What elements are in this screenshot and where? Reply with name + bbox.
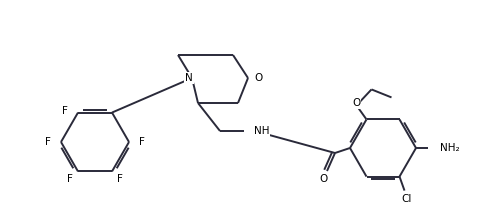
Text: F: F — [62, 106, 68, 116]
Text: O: O — [318, 174, 326, 184]
Text: N: N — [185, 73, 192, 83]
Text: NH: NH — [253, 126, 269, 136]
Text: F: F — [139, 137, 144, 147]
Text: F: F — [67, 175, 73, 184]
Text: NH₂: NH₂ — [439, 143, 459, 153]
Text: F: F — [117, 175, 122, 184]
Text: O: O — [352, 98, 360, 108]
Text: Cl: Cl — [401, 194, 411, 204]
Text: O: O — [253, 73, 262, 83]
Text: F: F — [45, 137, 51, 147]
